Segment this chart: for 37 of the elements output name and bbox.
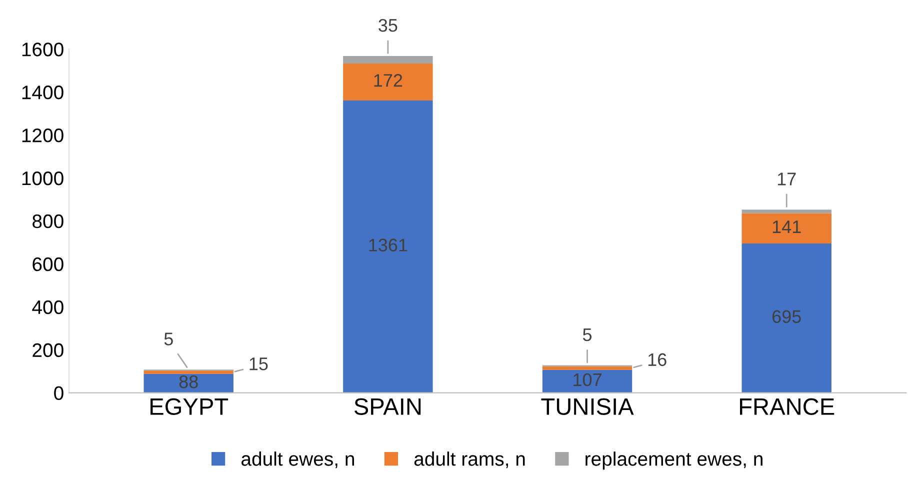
data-label: 88 <box>179 375 198 388</box>
x-tick-label: SPAIN <box>354 398 421 416</box>
bar <box>742 210 832 214</box>
data-label: 5 <box>164 332 173 346</box>
y-tick-label: 1200 <box>22 128 64 142</box>
x-tick-label: FRANCE <box>740 398 834 416</box>
y-tick-label: 800 <box>32 214 64 228</box>
y-tick-label: 200 <box>32 343 64 358</box>
y-tick-label: 400 <box>32 300 64 314</box>
y-tick-label: 1000 <box>22 171 64 186</box>
y-tick-label: 1400 <box>22 86 64 100</box>
bar <box>742 213 832 244</box>
bar <box>542 366 632 370</box>
bar <box>343 56 433 64</box>
data-label: 695 <box>772 310 801 323</box>
data-label: 17 <box>778 172 796 186</box>
x-tick-label: TUNISIA <box>541 398 634 416</box>
bar <box>742 244 832 393</box>
bar <box>144 370 234 374</box>
bar <box>343 100 433 393</box>
data-label: 5 <box>582 328 592 342</box>
x-tick-label: EGYPT <box>150 398 228 416</box>
data-label: 141 <box>772 220 801 234</box>
legend-label: replacement ewes, n <box>586 452 762 470</box>
data-label: 15 <box>250 358 268 370</box>
y-tick-label: 600 <box>32 257 64 272</box>
bar <box>542 370 632 393</box>
data-label: 107 <box>574 373 602 386</box>
data-label: 172 <box>374 74 402 87</box>
legend-label: adult rams, n <box>414 452 525 468</box>
y-tick-label: 0 <box>54 386 64 400</box>
data-label: 35 <box>378 19 398 32</box>
data-label: 1361 <box>369 238 408 252</box>
y-tick-label: 1600 <box>22 42 64 56</box>
legend-label: adult ewes, n <box>241 452 354 468</box>
data-label: 16 <box>648 353 666 366</box>
bar <box>343 63 433 100</box>
